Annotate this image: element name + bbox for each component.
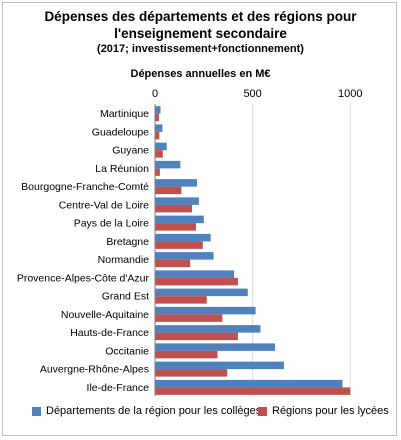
bar-lycees-12: [155, 332, 238, 341]
legend-swatch-lycees: [258, 406, 267, 416]
bar-colleges-7: [155, 233, 211, 242]
bar-lycees-14: [155, 369, 228, 377]
category-label-11: Nouvelle-Aquitaine: [61, 309, 149, 321]
chart-title-line-2: l'enseignement secondaire: [114, 26, 287, 41]
x-tick-label-0: 0: [152, 88, 158, 100]
bar-lycees-10: [155, 296, 207, 304]
bar-colleges-8: [155, 252, 214, 260]
bar-lycees-9: [155, 277, 238, 286]
bar-colleges-9: [155, 270, 235, 278]
bar-colleges-0: [155, 106, 161, 114]
bar-colleges-15: [155, 379, 343, 388]
category-label-4: Bourgogne-Franche-Comté: [21, 181, 149, 193]
category-label-9: Provence-Alpes-Côte d'Azur: [17, 272, 150, 284]
bar-lycees-2: [155, 150, 163, 158]
legend-label-colleges: Départements de la région pour les collè…: [46, 405, 262, 417]
bar-lycees-1: [155, 131, 160, 140]
category-label-3: La Réunion: [95, 163, 149, 175]
bar-lycees-7: [155, 241, 203, 249]
category-label-10: Grand Est: [102, 291, 149, 303]
bar-lycees-13: [155, 350, 218, 359]
bar-colleges-10: [155, 288, 248, 297]
category-label-12: Hauts-de-France: [70, 327, 149, 339]
legend-item-lycees: Régions pour les lycées: [258, 405, 389, 417]
bar-colleges-1: [155, 124, 163, 132]
chart-title: Dépenses des départements et des régions…: [0, 8, 401, 57]
bar-lycees-5: [155, 204, 193, 213]
bar-colleges-2: [155, 142, 167, 151]
bar-lycees-4: [155, 186, 182, 195]
x-axis-title: Dépenses annuelles en M€: [130, 68, 271, 80]
chart-title-line-1: Dépenses des départements et des régions…: [44, 9, 357, 24]
bar-colleges-12: [155, 325, 261, 333]
bar-colleges-5: [155, 197, 199, 205]
category-label-7: Bretagne: [106, 236, 149, 248]
bar-colleges-13: [155, 343, 276, 351]
chart-subtitle: (2017; investissement+fonctionnement): [97, 43, 304, 55]
x-tick-label-2: 1000: [338, 88, 362, 100]
bar-lycees-3: [155, 168, 160, 176]
bar-lycees-15: [155, 387, 351, 395]
category-label-5: Centre-Val de Loire: [59, 199, 149, 211]
bar-lycees-6: [155, 223, 196, 231]
category-label-14: Auvergne-Rhône-Alpes: [40, 364, 149, 376]
legend-label-lycees: Régions pour les lycées: [272, 405, 389, 417]
category-label-8: Normandie: [98, 254, 150, 266]
x-tick-label-1: 500: [243, 88, 261, 100]
category-label-15: Ile-de-France: [87, 382, 150, 394]
bar-colleges-3: [155, 160, 181, 169]
category-label-0: Martinique: [100, 108, 149, 120]
category-label-2: Guyane: [112, 145, 149, 157]
bar-colleges-14: [155, 361, 284, 370]
legend-swatch-colleges: [32, 406, 41, 416]
category-label-13: Occitanie: [105, 345, 149, 357]
bar-colleges-6: [155, 215, 204, 224]
bar-colleges-4: [155, 179, 197, 187]
bar-colleges-11: [155, 306, 256, 315]
bar-lycees-8: [155, 259, 191, 268]
bar-lycees-11: [155, 314, 223, 322]
category-label-6: Pays de la Loire: [74, 218, 149, 230]
bar-lycees-0: [155, 113, 159, 122]
legend-item-colleges: Départements de la région pour les collè…: [32, 405, 261, 417]
category-label-1: Guadeloupe: [92, 126, 149, 138]
